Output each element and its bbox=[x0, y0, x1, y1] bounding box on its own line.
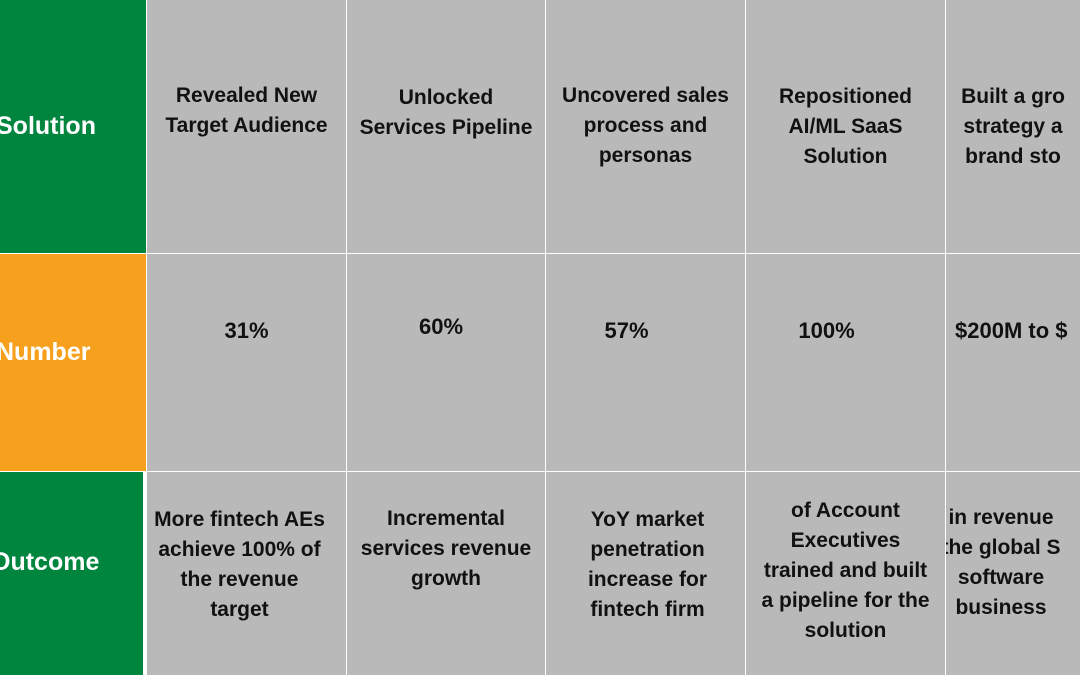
outcome-cell-4: of Account Executives trained and built … bbox=[746, 472, 945, 675]
row-label-number-text: Number bbox=[0, 338, 91, 366]
outcome-cell-2: Incremental services revenue growth bbox=[347, 472, 545, 675]
row-label-solution-text: Solution bbox=[0, 112, 96, 140]
number-cell-5: $200M to $ bbox=[946, 254, 1080, 471]
row-label-outcome-text: Outcome bbox=[0, 548, 100, 576]
number-cell-3: 57% bbox=[546, 254, 745, 471]
outcome-cell-2-text: Incremental services revenue growth bbox=[360, 506, 532, 590]
number-cell-1: 31% bbox=[147, 254, 346, 471]
solution-cell-5-text: Built a gro strategy a brand sto bbox=[961, 84, 1065, 168]
row-label-outcome: Outcome bbox=[0, 472, 143, 675]
number-cell-5-text: $200M to $ bbox=[955, 318, 1068, 343]
solution-cell-1-text: Revealed New Target Audience bbox=[165, 83, 328, 137]
outcome-cell-1-text: More fintech AEs achieve 100% of the rev… bbox=[154, 507, 325, 621]
solution-cell-2: Unlocked Services Pipeline bbox=[347, 0, 545, 253]
outcome-cell-4-text: of Account Executives trained and built … bbox=[761, 498, 930, 642]
number-cell-2-text: 60% bbox=[418, 314, 464, 339]
number-cell-1-text: 31% bbox=[224, 318, 269, 343]
solution-cell-3: Uncovered sales process and personas bbox=[546, 0, 745, 253]
outcome-cell-3-text: YoY market penetration increase for fint… bbox=[587, 507, 708, 621]
row-label-solution: Solution bbox=[0, 0, 146, 253]
number-cell-2: 60% bbox=[347, 254, 545, 471]
outcome-cell-5: in revenue the global S software busines… bbox=[946, 472, 1080, 675]
row-label-number: Number bbox=[0, 254, 146, 471]
number-cell-4-text: 100% bbox=[798, 318, 855, 343]
solution-cell-4: Repositioned AI/ML SaaS Solution bbox=[746, 0, 945, 253]
solution-cell-1: Revealed New Target Audience bbox=[147, 0, 346, 253]
number-cell-4: 100% bbox=[746, 254, 945, 471]
solution-cell-4-text: Repositioned AI/ML SaaS Solution bbox=[778, 84, 912, 168]
solution-cell-5: Built a gro strategy a brand sto bbox=[946, 0, 1080, 253]
solution-cell-2-text: Unlocked Services Pipeline bbox=[359, 85, 533, 139]
outcome-cell-3: YoY market penetration increase for fint… bbox=[546, 472, 745, 675]
number-cell-3-text: 57% bbox=[604, 318, 649, 343]
solution-cell-3-text: Uncovered sales process and personas bbox=[562, 83, 729, 167]
outcome-cell-5-text: in revenue the global S software busines… bbox=[946, 505, 1061, 619]
outcome-cell-1: More fintech AEs achieve 100% of the rev… bbox=[147, 472, 346, 675]
